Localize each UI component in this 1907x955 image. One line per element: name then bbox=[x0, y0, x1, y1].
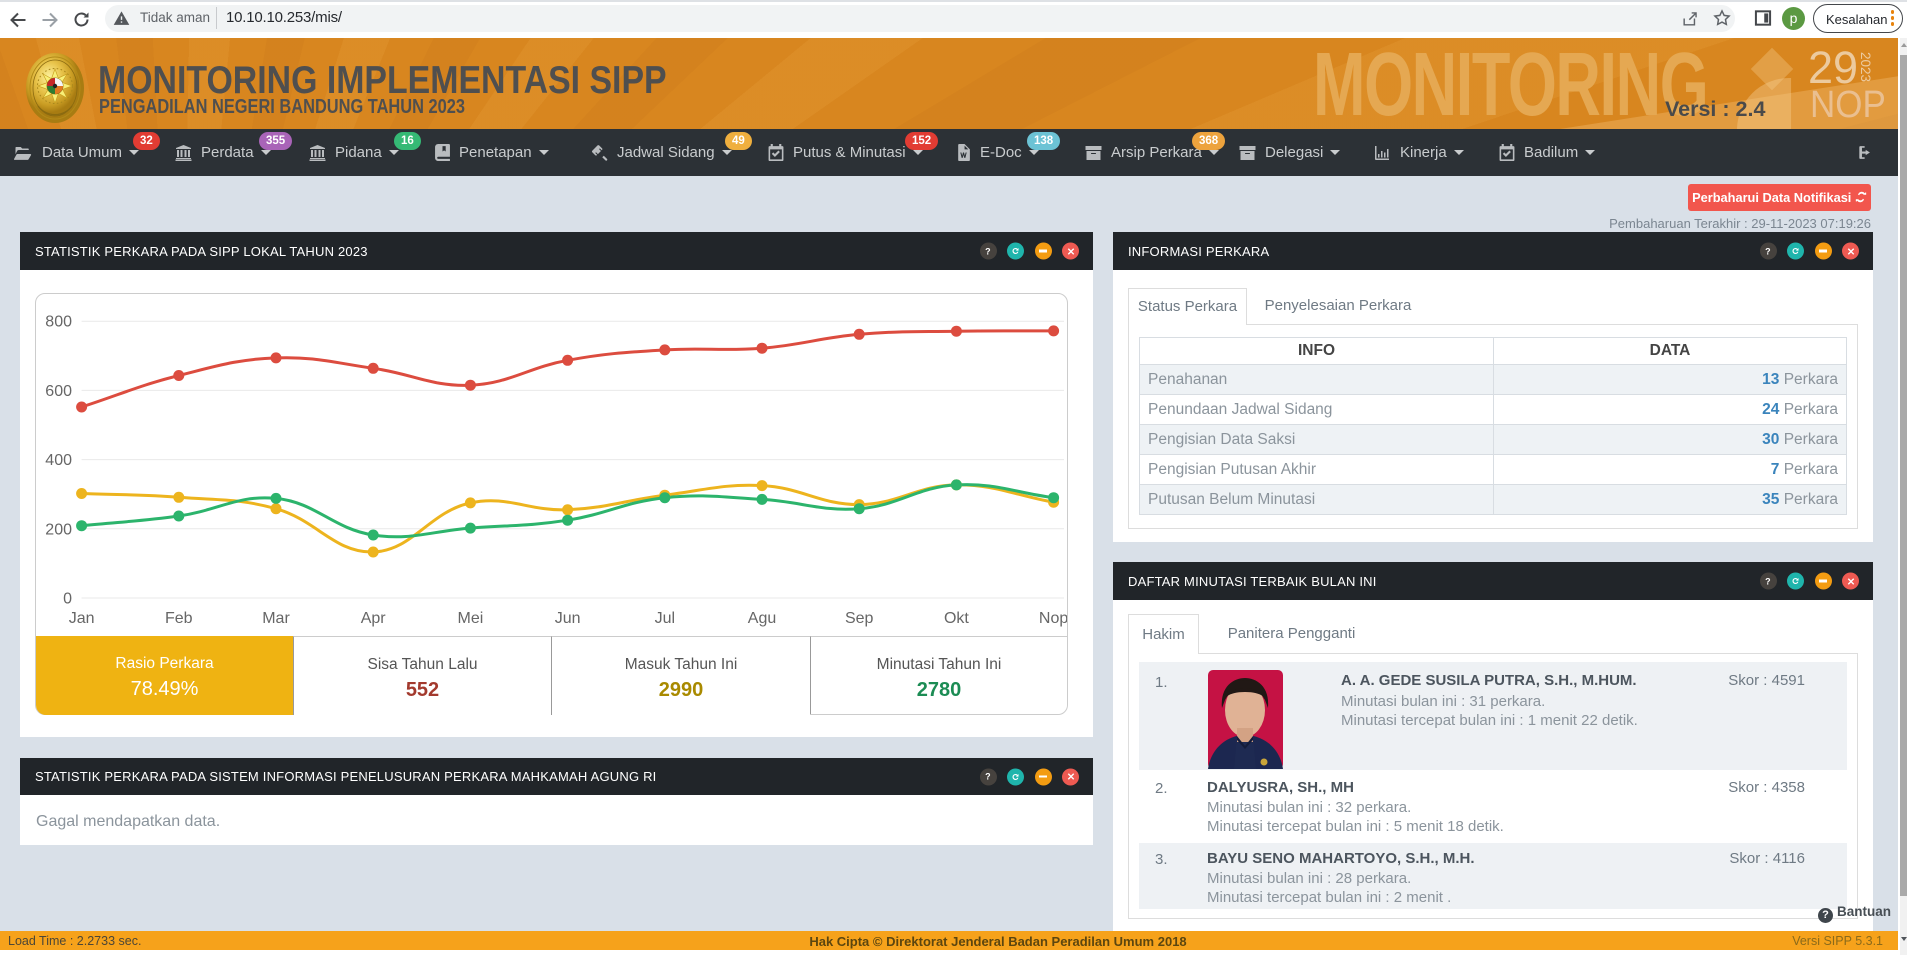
svg-text:600: 600 bbox=[45, 383, 72, 400]
svg-text:Nop: Nop bbox=[1039, 610, 1067, 627]
svg-text:Jun: Jun bbox=[555, 610, 581, 627]
svg-text:Feb: Feb bbox=[165, 610, 193, 627]
svg-text:Agu: Agu bbox=[748, 610, 776, 627]
svg-text:Mar: Mar bbox=[262, 610, 290, 627]
svg-text:800: 800 bbox=[45, 314, 72, 331]
svg-text:Sep: Sep bbox=[845, 610, 874, 627]
svg-text:Jul: Jul bbox=[655, 610, 675, 627]
svg-text:Mei: Mei bbox=[458, 610, 484, 627]
svg-text:Okt: Okt bbox=[944, 610, 969, 627]
svg-text:Apr: Apr bbox=[361, 610, 387, 627]
svg-text:Jan: Jan bbox=[69, 610, 95, 627]
svg-text:0: 0 bbox=[63, 591, 72, 608]
svg-text:400: 400 bbox=[45, 452, 72, 469]
svg-text:200: 200 bbox=[45, 521, 72, 538]
